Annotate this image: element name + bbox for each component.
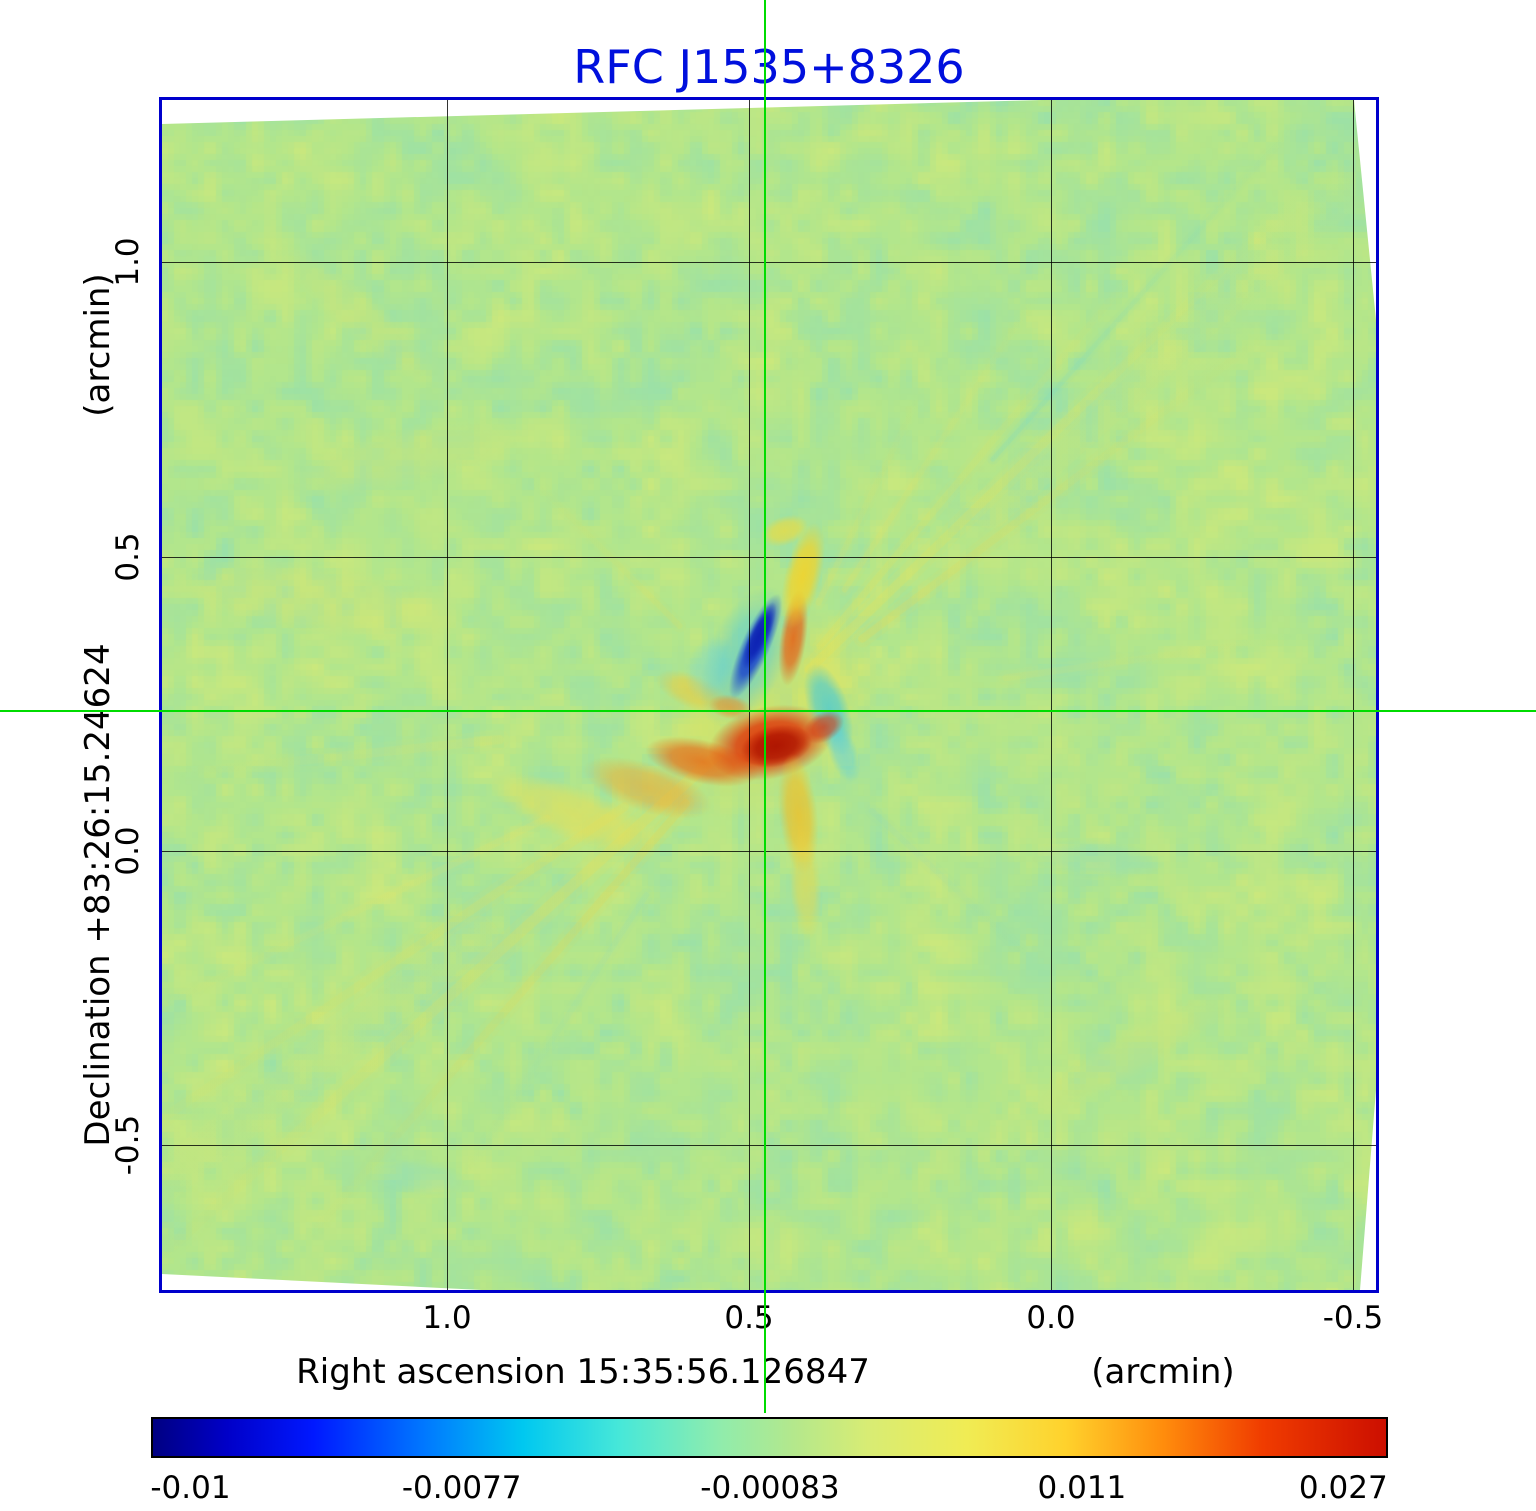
- colorbar-tick-label: -0.01: [150, 1470, 231, 1506]
- x-tick-label: -0.5: [1322, 1300, 1384, 1336]
- x-axis-label: Right ascension 15:35:56.126847: [296, 1352, 870, 1392]
- colorbar-tick-row: -0.01 -0.0077 -0.00083 0.011 0.027: [150, 1470, 1387, 1510]
- colorbar-tick-label: -0.0077: [401, 1470, 522, 1506]
- x-tick-label: 1.0: [422, 1300, 472, 1336]
- sky-map-canvas: [162, 100, 1376, 1290]
- y-tick-label: 0.5: [110, 532, 146, 582]
- plot-title: RFC J1535+8326: [573, 40, 965, 94]
- y-tick-label: 0.0: [110, 826, 146, 876]
- x-tick-label: 0.0: [1026, 1300, 1076, 1336]
- colorbar-tick-label: 0.011: [1037, 1470, 1127, 1506]
- y-axis-unit-label: (arcmin): [78, 273, 118, 417]
- x-tick-label: 0.5: [724, 1300, 774, 1336]
- sky-map-plot: [159, 97, 1379, 1293]
- colorbar-tick-label: -0.00083: [700, 1470, 840, 1506]
- y-tick-label: 1.0: [110, 237, 146, 287]
- y-tick-label: -0.5: [110, 1114, 146, 1176]
- colorbar-tick-label: 0.027: [1298, 1470, 1388, 1506]
- y-axis-label: Declination +83:26:15.24624: [78, 643, 118, 1147]
- colorbar: [151, 1417, 1388, 1458]
- x-axis-unit-label: (arcmin): [1091, 1352, 1235, 1392]
